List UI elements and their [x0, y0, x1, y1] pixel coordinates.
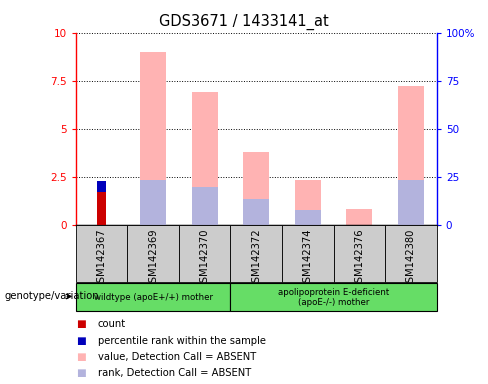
- Text: GDS3671 / 1433141_at: GDS3671 / 1433141_at: [159, 13, 329, 30]
- Text: GSM142376: GSM142376: [354, 228, 365, 289]
- Text: ■: ■: [76, 352, 85, 362]
- Text: count: count: [98, 319, 126, 329]
- Text: wildtype (apoE+/+) mother: wildtype (apoE+/+) mother: [94, 293, 212, 302]
- Text: value, Detection Call = ABSENT: value, Detection Call = ABSENT: [98, 352, 256, 362]
- Bar: [346, 209, 372, 225]
- Bar: [244, 199, 269, 225]
- Bar: [140, 180, 166, 225]
- Text: ■: ■: [76, 319, 85, 329]
- Text: GSM142380: GSM142380: [406, 228, 416, 289]
- Bar: [398, 180, 424, 225]
- Bar: [334, 225, 385, 282]
- Bar: [97, 182, 106, 192]
- Text: GSM142370: GSM142370: [200, 228, 210, 289]
- Bar: [295, 210, 321, 225]
- Bar: [192, 92, 218, 225]
- Text: ■: ■: [76, 336, 85, 346]
- Text: genotype/variation: genotype/variation: [5, 291, 100, 301]
- Text: rank, Detection Call = ABSENT: rank, Detection Call = ABSENT: [98, 368, 251, 378]
- Bar: [398, 86, 424, 225]
- Bar: [230, 283, 437, 311]
- Bar: [76, 225, 127, 282]
- Bar: [192, 187, 218, 225]
- Bar: [295, 180, 321, 225]
- Bar: [282, 225, 334, 282]
- Text: GSM142372: GSM142372: [251, 228, 261, 289]
- Bar: [385, 225, 437, 282]
- Bar: [76, 283, 230, 311]
- Bar: [244, 152, 269, 225]
- Text: apolipoprotein E-deficient
(apoE-/-) mother: apolipoprotein E-deficient (apoE-/-) mot…: [278, 288, 389, 307]
- Text: GSM142367: GSM142367: [97, 228, 106, 289]
- Bar: [127, 225, 179, 282]
- Text: GSM142369: GSM142369: [148, 228, 158, 289]
- Bar: [230, 225, 282, 282]
- Text: ■: ■: [76, 368, 85, 378]
- Bar: [179, 225, 230, 282]
- Bar: [140, 52, 166, 225]
- Text: percentile rank within the sample: percentile rank within the sample: [98, 336, 265, 346]
- Text: GSM142374: GSM142374: [303, 228, 313, 289]
- Bar: [97, 192, 106, 225]
